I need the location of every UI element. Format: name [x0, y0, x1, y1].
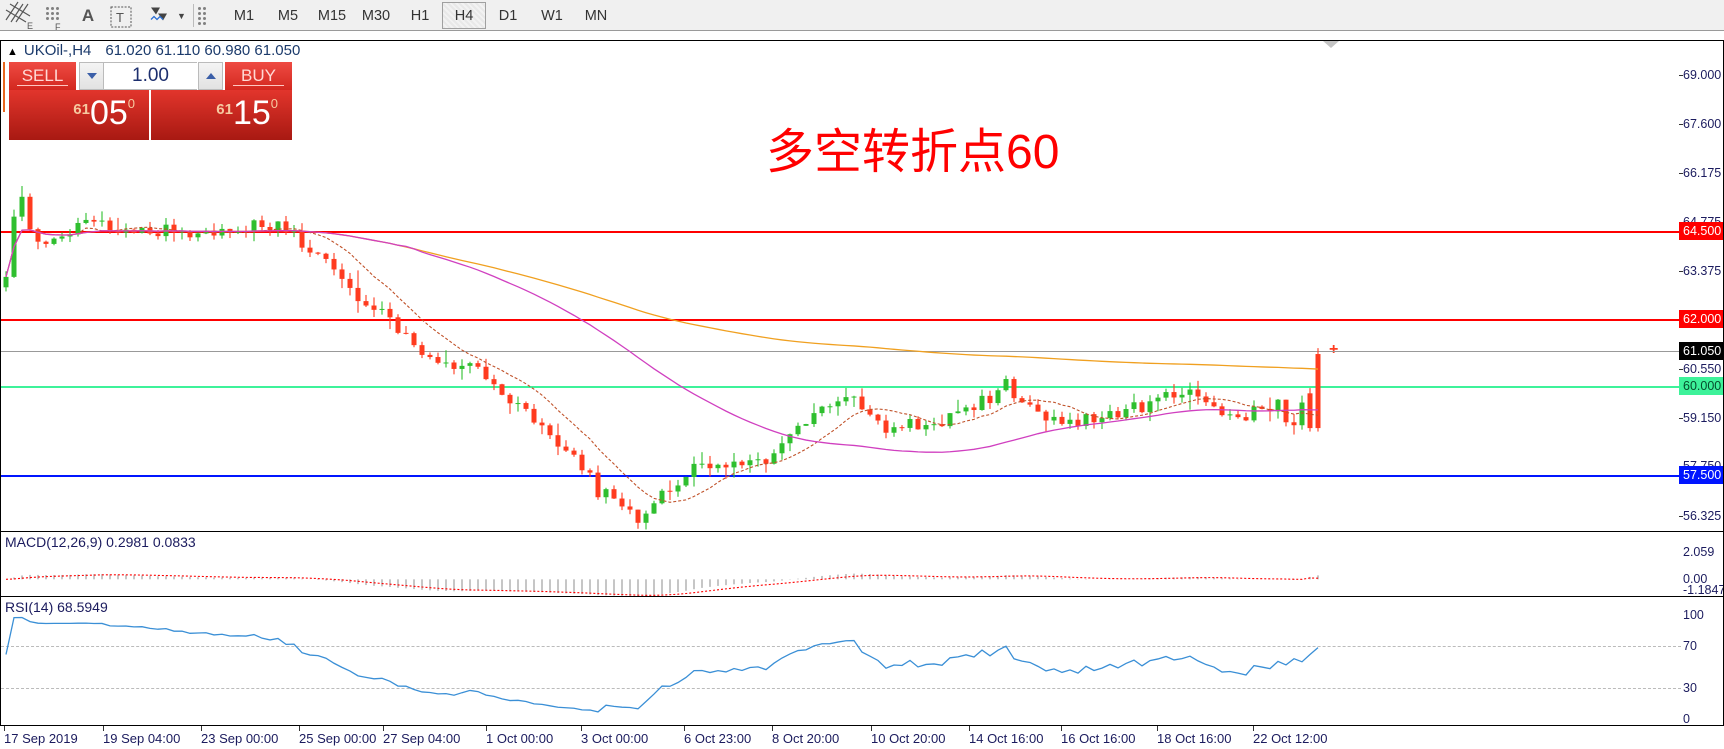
- svg-text:T: T: [116, 10, 124, 25]
- svg-text:E: E: [27, 21, 33, 31]
